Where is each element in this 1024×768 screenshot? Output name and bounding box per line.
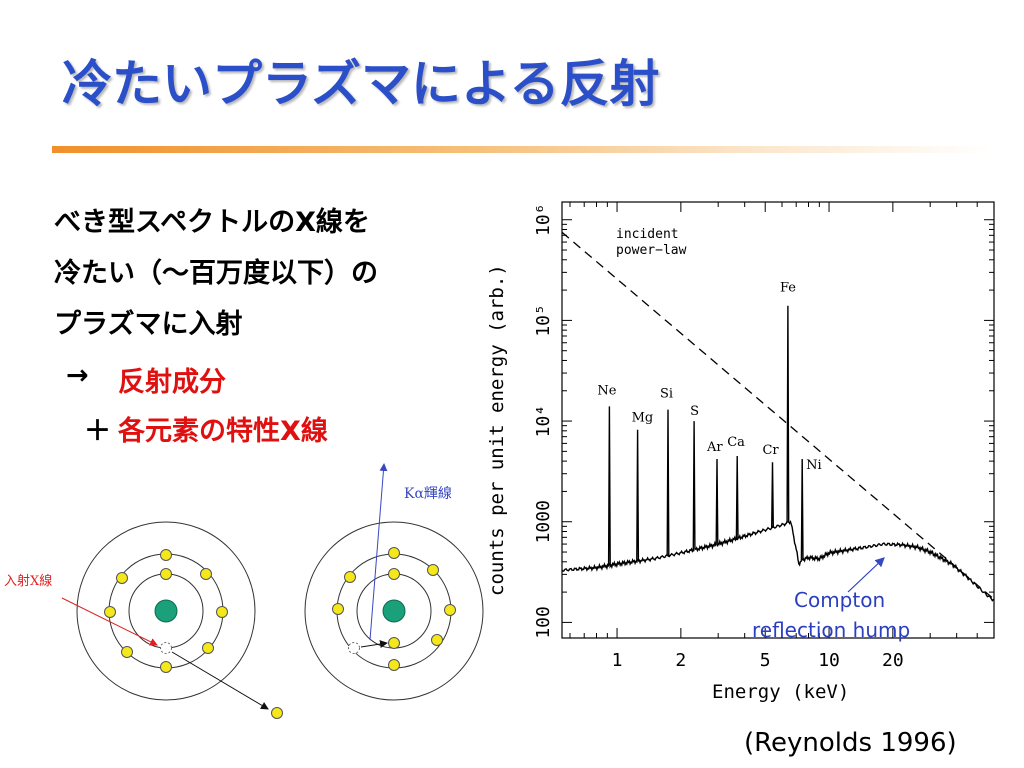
electron <box>388 637 400 649</box>
electron <box>200 568 212 580</box>
x-tick-label: 5 <box>760 650 771 671</box>
emission-line-label-ne: Ne <box>597 383 616 398</box>
nucleus-right <box>382 599 406 623</box>
electron <box>216 606 228 618</box>
electron <box>160 661 172 673</box>
result-characteristic-xray: 各元素の特性X線 <box>118 416 328 447</box>
vacancy <box>160 642 172 654</box>
electron <box>104 606 116 618</box>
series-incident-power-law <box>561 231 995 600</box>
electron <box>332 603 344 615</box>
y-tick-label: 100 <box>533 606 554 639</box>
electron <box>116 572 128 584</box>
y-tick-label: 10⁵ <box>533 304 554 337</box>
body-line-1: べき型スペクトルのX線を <box>54 207 370 238</box>
emission-line-label-si: Si <box>660 387 673 402</box>
result-reflection-component: 反射成分 <box>118 367 226 398</box>
emission-line-label-fe: Fe <box>780 281 796 296</box>
annotation-compton: Compton <box>794 588 885 612</box>
x-tick-label: 2 <box>675 650 686 671</box>
emission-line-label-cr: Cr <box>762 443 779 458</box>
electron <box>427 564 439 576</box>
emission-line-label-ca: Ca <box>727 435 745 450</box>
compton-arrow <box>847 557 885 593</box>
plus-symbol: ＋ <box>84 416 111 447</box>
emission-line-label-s: S <box>690 404 699 419</box>
annotation-power-law: power−law <box>616 243 687 258</box>
transition-arrow <box>360 640 388 649</box>
ejected-electron <box>271 707 283 719</box>
citation: (Reynolds 1996) <box>744 728 957 758</box>
y-axis-label: counts per unit energy (arb.) <box>486 264 508 596</box>
vacancy <box>348 642 360 654</box>
ejected-electron-arrow <box>171 651 269 710</box>
electron <box>444 604 456 616</box>
arrow-symbol: → <box>66 360 89 391</box>
electron <box>388 659 400 671</box>
electron <box>344 571 356 583</box>
incident-xray-label: 入射X線 <box>4 573 52 589</box>
electron <box>202 642 214 654</box>
x-tick-label: 1 <box>612 650 623 671</box>
y-tick-label: 10⁶ <box>533 203 554 236</box>
electron <box>431 634 443 646</box>
page-title: 冷たいプラズマによる反射 <box>62 55 660 113</box>
x-axis-label: Energy (keV) <box>712 681 849 703</box>
plot-frame <box>561 201 995 639</box>
electron <box>160 568 172 580</box>
emission-line-label-ni: Ni <box>806 458 822 473</box>
emission-line-label-ar: Ar <box>706 440 723 455</box>
x-tick-label: 10 <box>818 650 840 671</box>
annotation-reflection-hump: reflection hump <box>752 618 910 642</box>
atom-right <box>304 463 484 701</box>
atom-left <box>61 521 283 719</box>
title-divider <box>52 146 992 153</box>
k-alpha-label: Kα輝線 <box>404 486 452 502</box>
series-reflection-spectrum <box>561 305 995 602</box>
nucleus-left <box>154 599 178 623</box>
annotation-incident: incident <box>616 227 679 242</box>
y-tick-label: 1000 <box>533 500 554 543</box>
y-tick-label: 10⁴ <box>533 405 554 438</box>
electron <box>388 568 400 580</box>
electron <box>121 646 133 658</box>
electron <box>388 547 400 559</box>
emission-line-label-mg: Mg <box>632 411 654 426</box>
body-line-2: 冷たい（～百万度以下）の <box>54 258 378 289</box>
incident-xray-arrow <box>61 597 158 646</box>
body-line-3: プラズマに入射 <box>54 309 243 340</box>
electron <box>160 549 172 561</box>
x-tick-label: 20 <box>882 650 904 671</box>
k-alpha-emission-arrow <box>369 463 388 641</box>
